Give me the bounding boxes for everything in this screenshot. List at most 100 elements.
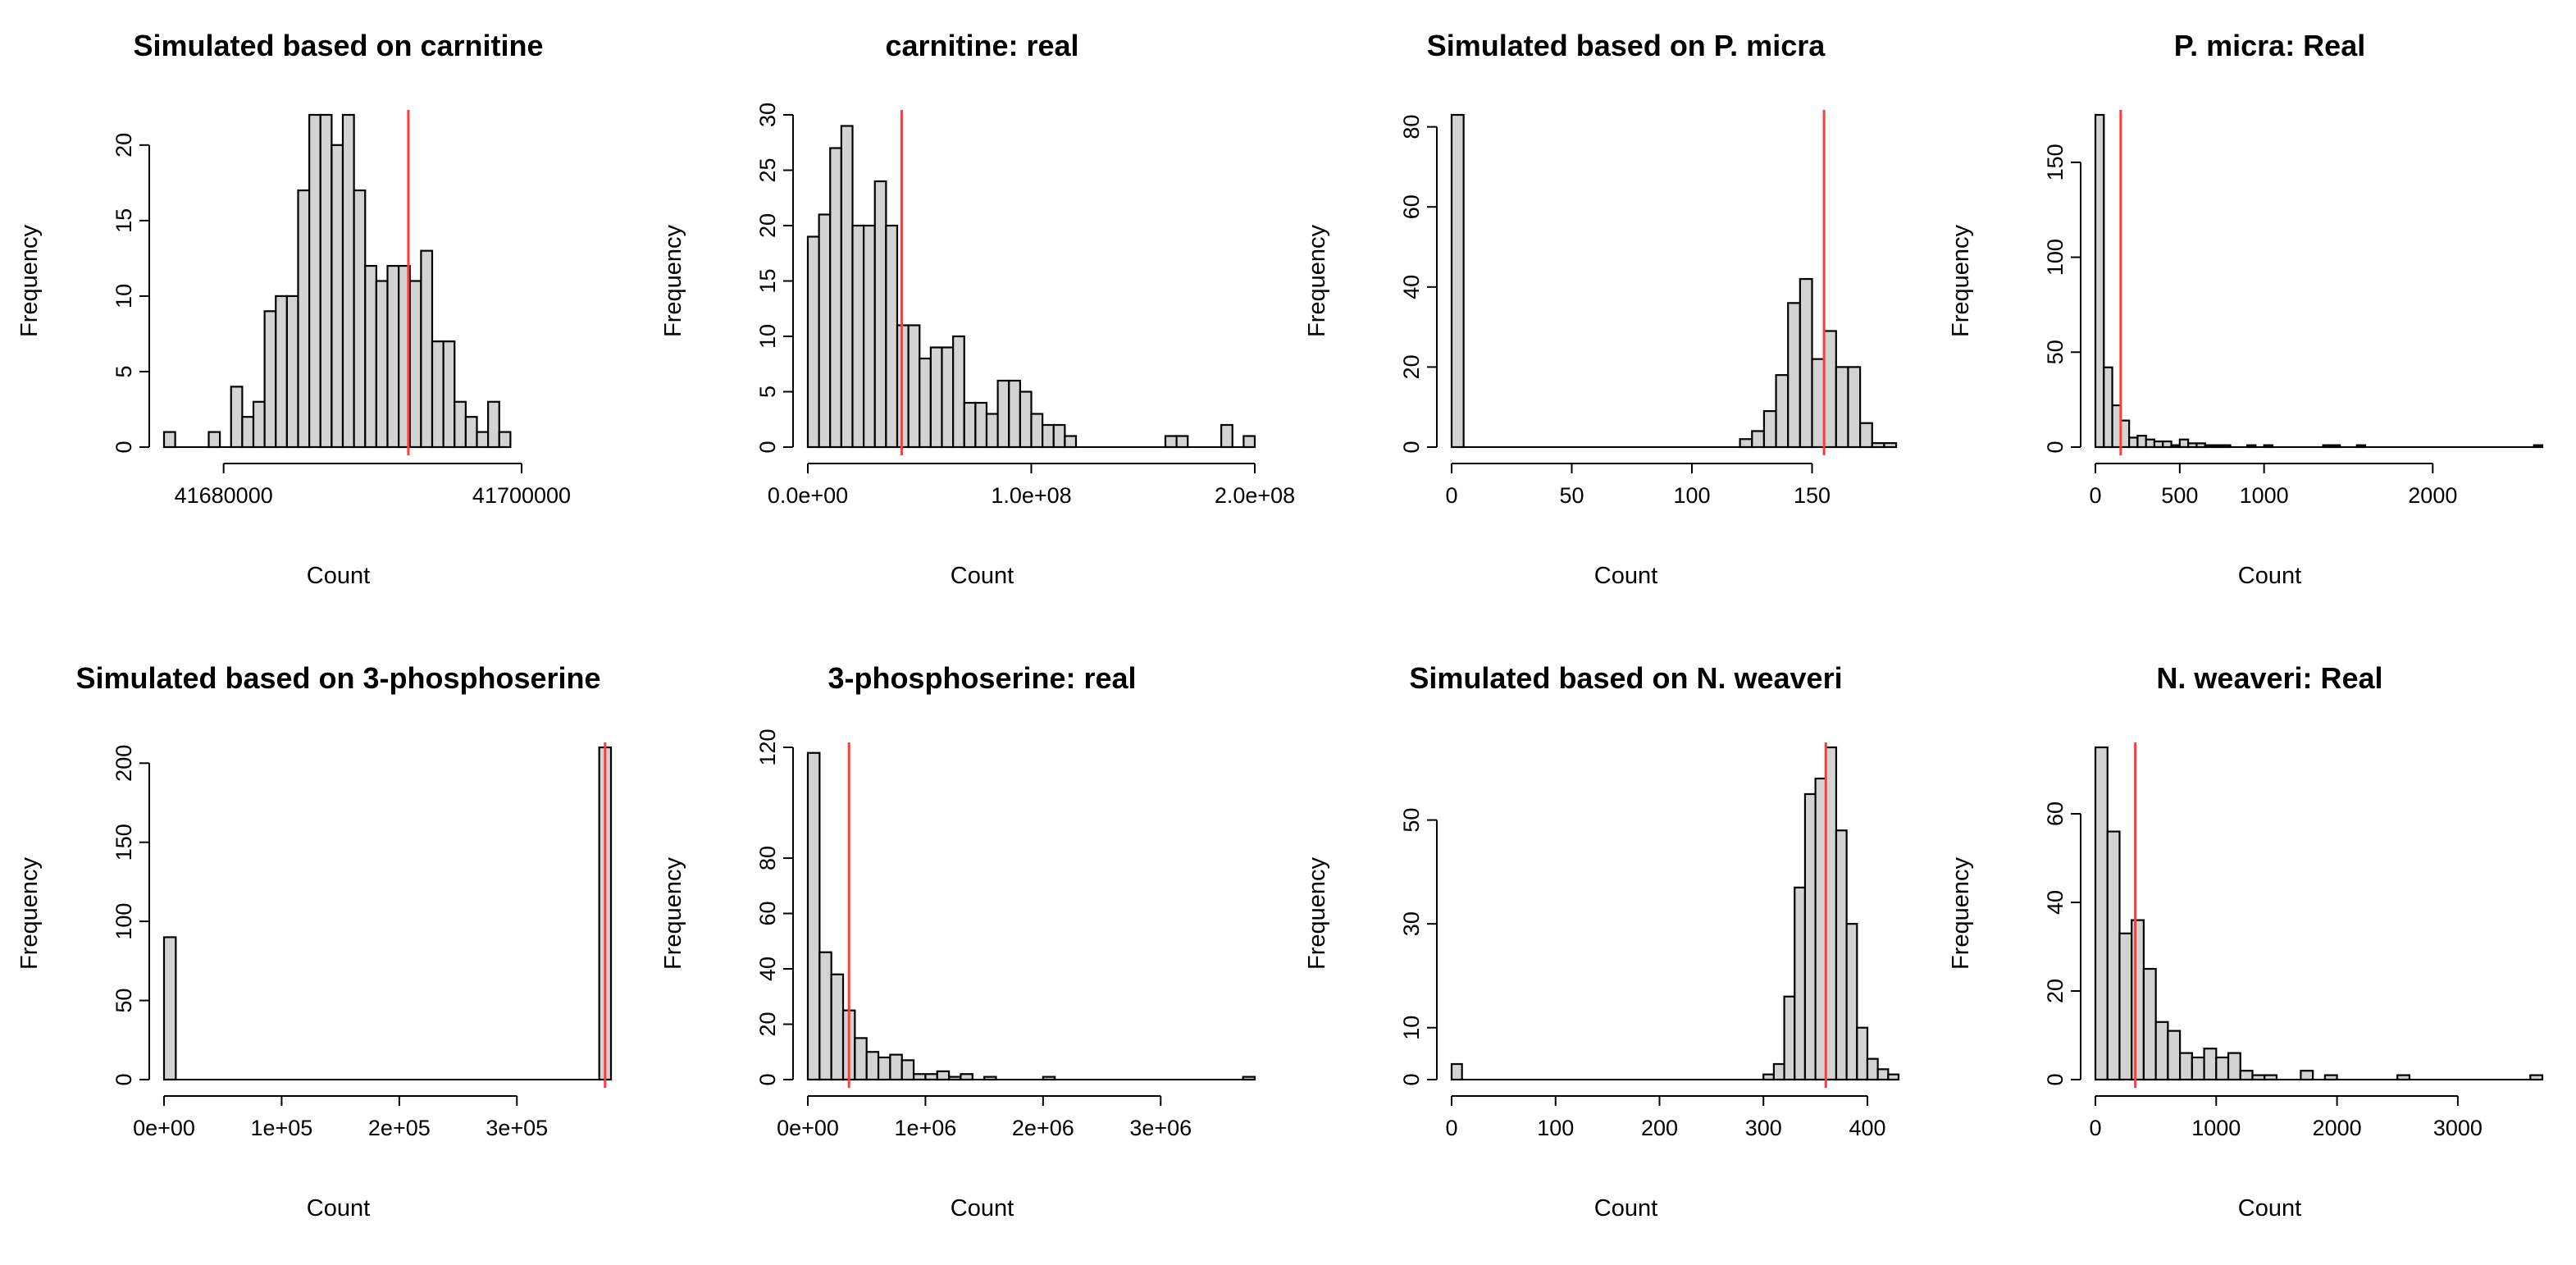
- histogram-svg: P. micra: Real 0 50 100 150 Frequency 0 500 1000…: [1948, 29, 2544, 589]
- histogram-bar: [985, 413, 999, 449]
- histogram-bar: [308, 113, 321, 449]
- histogram-bar: [408, 280, 422, 449]
- histogram-bar: [375, 280, 389, 449]
- x-tick-label: 1000: [2191, 1116, 2241, 1140]
- histogram-bar: [854, 1037, 868, 1081]
- histogram-bar: [900, 1059, 915, 1081]
- histogram-bar: [907, 324, 921, 449]
- histogram-bar: [1835, 366, 1849, 449]
- histogram-bar: [162, 431, 176, 449]
- histogram-bar: [420, 249, 434, 449]
- histogram-bar: [1772, 1062, 1785, 1081]
- histogram-bar: [974, 401, 988, 449]
- histogram-svg: N. weaveri: Real 0 20 40 60 Frequency 0 1000 200…: [1948, 661, 2544, 1222]
- histogram-bar: [1787, 302, 1801, 449]
- histogram-bar: [929, 346, 943, 449]
- chart-title: N. weaveri: Real: [2156, 661, 2382, 695]
- histogram-bar: [2179, 1052, 2193, 1081]
- histogram-bar: [1799, 277, 1813, 449]
- histogram-bar: [1845, 923, 1858, 1081]
- histogram-panel-3: Simulated based on P. micra 0 20 40 60 80 Freq…: [1288, 0, 1931, 632]
- chart-title: carnitine: real: [885, 29, 1078, 62]
- histogram-bar: [1751, 430, 1766, 449]
- histogram-bar: [1803, 792, 1817, 1081]
- x-tick-label: 0: [1445, 1116, 1457, 1140]
- histogram-bar: [936, 1070, 951, 1081]
- histogram-bar: [2167, 1030, 2182, 1081]
- x-tick-label: 2.0e+08: [1215, 483, 1295, 508]
- y-tick-label: 40: [755, 957, 780, 981]
- histogram-bar: [2106, 830, 2121, 1081]
- histogram-bar: [1811, 358, 1826, 449]
- x-tick-label: 200: [1641, 1116, 1678, 1140]
- y-tick-label: 0: [1399, 441, 1424, 453]
- histogram-bar: [1835, 829, 1848, 1081]
- histogram-bar: [464, 416, 478, 449]
- histogram-bar: [263, 310, 277, 449]
- histogram-bar: [1042, 423, 1055, 449]
- x-tick-label: 1e+06: [894, 1116, 956, 1140]
- y-tick-label: 25: [755, 158, 780, 182]
- x-tick-label: 300: [1745, 1116, 1782, 1140]
- y-tick-label: 10: [112, 284, 136, 308]
- y-axis-label: Frequency: [1304, 856, 1330, 970]
- y-tick-label: 60: [2043, 801, 2068, 826]
- histogram-bar: [1019, 390, 1033, 449]
- histogram-bar: [941, 346, 955, 449]
- y-tick-label: 100: [2043, 239, 2068, 276]
- histogram-bar: [2145, 438, 2156, 449]
- histogram-bar: [1794, 886, 1807, 1081]
- histogram-bar: [1164, 435, 1178, 449]
- histogram-bar: [1739, 438, 1753, 449]
- y-tick-label: 20: [1399, 354, 1424, 379]
- histogram-svg: carnitine: real 0 5 10 15 20 25 30 Frequency 0.0e…: [660, 29, 1295, 589]
- x-tick-label: 0: [2089, 1116, 2101, 1140]
- histogram-bar: [1762, 409, 1777, 449]
- y-tick-label: 0: [112, 441, 136, 453]
- x-tick-label: 3000: [2433, 1116, 2483, 1140]
- x-tick-label: 0: [2089, 483, 2101, 508]
- histogram-bar: [331, 144, 344, 449]
- x-tick-label: 3e+06: [1129, 1116, 1192, 1140]
- y-tick-label: 5: [755, 386, 780, 398]
- x-tick-label: 1.0e+08: [991, 483, 1071, 508]
- histogram-bar: [873, 180, 887, 449]
- histogram-panel-7: Simulated based on N. weaveri 0 10 30 50 Freq…: [1288, 632, 1931, 1265]
- histogram-bar: [2111, 404, 2122, 449]
- x-tick-label: 1e+05: [250, 1116, 312, 1140]
- histogram-panel-1: Simulated based on carnitine 0 5 10 15 20 Freq…: [0, 0, 644, 632]
- histogram-bar: [364, 264, 377, 449]
- x-axis-label: Count: [307, 1195, 370, 1222]
- histogram-bar: [877, 1056, 891, 1081]
- histogram-bar: [319, 113, 333, 449]
- histogram-bar: [2103, 366, 2113, 449]
- x-tick-label: 1000: [2240, 483, 2289, 508]
- histogram-bar: [1064, 435, 1078, 449]
- y-tick-label: 0: [755, 1073, 780, 1085]
- histogram-bar: [487, 400, 500, 449]
- histogram-svg: Simulated based on carnitine 0 5 10 15 20 Freq…: [16, 29, 571, 589]
- histogram-bar: [1859, 422, 1873, 449]
- histogram-bar: [806, 235, 820, 449]
- y-axis-label: Frequency: [16, 856, 43, 970]
- x-tick-label: 0e+00: [133, 1116, 195, 1140]
- histogram-bar: [341, 113, 355, 449]
- y-tick-label: 150: [112, 824, 136, 861]
- histogram-panel-4: P. micra: Real 0 50 100 150 Frequency 0 500 1000…: [1931, 0, 2575, 632]
- x-axis-label: Count: [2238, 563, 2301, 589]
- histogram-bar: [1242, 435, 1256, 449]
- y-tick-label: 100: [112, 903, 136, 940]
- y-axis-label: Frequency: [1948, 856, 1974, 970]
- histogram-bar: [2128, 436, 2139, 449]
- chart-title: Simulated based on P. micra: [1427, 29, 1826, 62]
- y-axis-label: Frequency: [660, 224, 686, 337]
- histogram-bar: [2300, 1070, 2314, 1081]
- y-tick-label: 60: [755, 901, 780, 925]
- x-tick-label: 2e+06: [1012, 1116, 1074, 1140]
- histogram-bar: [1052, 423, 1066, 449]
- histogram-bar: [2153, 440, 2164, 449]
- y-tick-label: 20: [755, 213, 780, 238]
- histogram-bar: [885, 224, 899, 449]
- y-tick-label: 120: [755, 728, 780, 765]
- histogram-bar: [1175, 435, 1189, 449]
